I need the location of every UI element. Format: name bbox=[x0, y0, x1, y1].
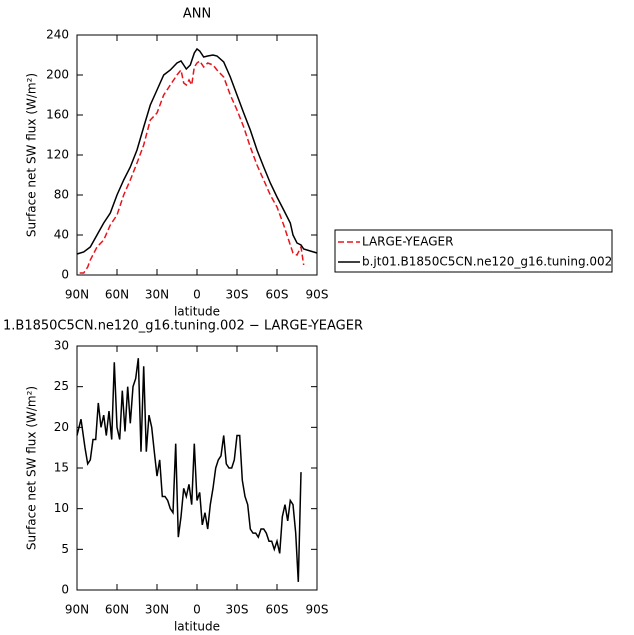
y-tick-label: 200 bbox=[46, 68, 69, 82]
x-tick-label: 60S bbox=[266, 603, 289, 617]
y-tick-label: 120 bbox=[46, 148, 69, 162]
x-tick-label: 30S bbox=[226, 603, 249, 617]
y-axis-label: Surface net SW flux (W/m²) bbox=[25, 73, 39, 237]
legend-label: LARGE-YEAGER bbox=[362, 235, 453, 249]
x-tick-label: 60S bbox=[266, 288, 289, 302]
y-tick-label: 15 bbox=[54, 461, 69, 475]
x-tick-label: 60N bbox=[105, 603, 129, 617]
x-axis-label: latitude bbox=[174, 620, 220, 634]
x-tick-label: 60N bbox=[105, 288, 129, 302]
y-tick-label: 0 bbox=[61, 268, 69, 282]
data-line bbox=[79, 59, 305, 274]
y-tick-label: 25 bbox=[54, 379, 69, 393]
y-tick-label: 40 bbox=[54, 228, 69, 242]
legend-box bbox=[334, 229, 613, 273]
y-tick-label: 80 bbox=[54, 188, 69, 202]
y-tick-label: 5 bbox=[61, 542, 69, 556]
plot-frame bbox=[76, 34, 318, 276]
x-tick-label: 30N bbox=[145, 288, 169, 302]
x-axis-label: latitude bbox=[174, 305, 220, 319]
chart-title: 1.B1850C5CN.ne120_g16.tuning.002 − LARGE… bbox=[3, 319, 363, 334]
y-tick-label: 10 bbox=[54, 501, 69, 515]
data-line bbox=[76, 47, 318, 255]
data-line bbox=[76, 358, 302, 582]
y-tick-label: 0 bbox=[61, 583, 69, 597]
x-tick-label: 90N bbox=[65, 603, 89, 617]
y-tick-label: 30 bbox=[54, 339, 69, 353]
y-tick-label: 160 bbox=[46, 108, 69, 122]
y-tick-label: 240 bbox=[46, 28, 69, 42]
legend-label: b.jt01.B1850C5CN.ne120_g16.tuning.002 bbox=[362, 255, 612, 269]
x-tick-label: 30S bbox=[226, 288, 249, 302]
x-tick-label: 0 bbox=[193, 603, 201, 617]
x-tick-label: 30N bbox=[145, 603, 169, 617]
y-axis-label: Surface net SW flux (W/m²) bbox=[25, 386, 39, 550]
y-tick-label: 20 bbox=[54, 420, 69, 434]
x-tick-label: 0 bbox=[193, 288, 201, 302]
chart-title: ANN bbox=[183, 7, 211, 22]
x-tick-label: 90S bbox=[306, 288, 329, 302]
x-tick-label: 90S bbox=[306, 603, 329, 617]
x-tick-label: 90N bbox=[65, 288, 89, 302]
